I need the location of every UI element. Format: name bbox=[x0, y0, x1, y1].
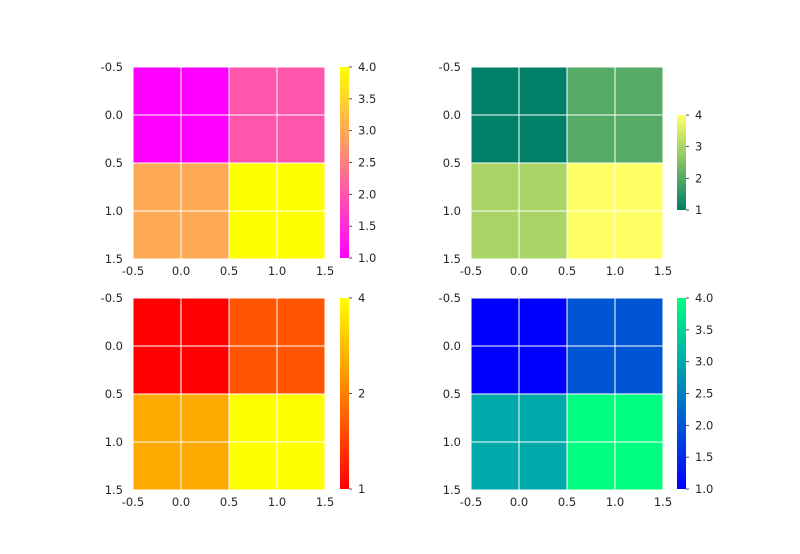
y-tick-label: 0.5 bbox=[443, 387, 461, 401]
x-tick-label: 1.0 bbox=[268, 495, 286, 509]
colorbar-tick-label: 2.5 bbox=[695, 387, 713, 401]
colorbar-tick-label: 1.0 bbox=[358, 251, 376, 265]
y-tick-label: 1.5 bbox=[105, 252, 123, 266]
heatmap-panel-4: -0.5 0.0 0.5 1.0 1.5-0.50.00.51.01.5 1.01.52.… bbox=[439, 291, 714, 509]
colorbar-tick-label: 1 bbox=[695, 203, 702, 217]
colorbar-tick-label: 3.0 bbox=[358, 124, 376, 138]
x-tick-label: 1.5 bbox=[316, 495, 334, 509]
x-tick-label: 0.0 bbox=[172, 495, 190, 509]
colorbar-fill bbox=[677, 115, 686, 210]
colorbar-tick-label: 3.5 bbox=[695, 323, 713, 337]
colorbar-tick-label: 1 bbox=[358, 482, 365, 496]
x-tick-label: 0.5 bbox=[220, 264, 238, 278]
colorbar-tick-label: 2 bbox=[358, 387, 365, 401]
x-tick-label: 1.5 bbox=[316, 264, 334, 278]
x-tick-label: 0.0 bbox=[510, 264, 528, 278]
y-tick-label: 1.0 bbox=[105, 435, 123, 449]
y-tick-label: 1.5 bbox=[105, 483, 123, 497]
y-tick-label: -0.5 bbox=[439, 60, 461, 74]
x-tick-label: 0.5 bbox=[558, 264, 576, 278]
colorbar-fill bbox=[340, 298, 349, 489]
x-tick-label: 0.0 bbox=[172, 264, 190, 278]
colorbar: 1 2 3 4 bbox=[677, 108, 702, 217]
x-tick-label: 1.5 bbox=[654, 264, 672, 278]
colorbar-tick-label: 2.0 bbox=[695, 418, 713, 432]
colorbar: 1 2 4 bbox=[340, 291, 365, 496]
x-tick-label: 0.5 bbox=[558, 495, 576, 509]
colorbar-tick-label: 1.5 bbox=[358, 219, 376, 233]
y-tick-label: 0.0 bbox=[443, 108, 461, 122]
colorbar-tick-label: 4.0 bbox=[695, 291, 713, 305]
x-tick-label: 0.0 bbox=[510, 495, 528, 509]
x-tick-label: 1.0 bbox=[268, 264, 286, 278]
colorbar-tick-label: 4.0 bbox=[358, 60, 376, 74]
x-tick-label: -0.5 bbox=[122, 495, 144, 509]
x-tick-label: -0.5 bbox=[122, 264, 144, 278]
colorbar-tick-label: 4 bbox=[695, 108, 702, 122]
y-tick-label: 0.0 bbox=[105, 108, 123, 122]
y-tick-label: 0.0 bbox=[443, 339, 461, 353]
colorbar-tick-label: 2.5 bbox=[358, 156, 376, 170]
y-tick-label: 0.5 bbox=[105, 156, 123, 170]
y-tick-label: 0.0 bbox=[105, 339, 123, 353]
colorbar-tick-label: 3.5 bbox=[358, 92, 376, 106]
y-tick-label: -0.5 bbox=[101, 60, 123, 74]
colorbar: 1.0 1.5 2.0 2.5 3.0 3.5 4.0 bbox=[677, 291, 713, 496]
gridlines bbox=[132, 297, 326, 491]
colorbar-tick-label: 1.0 bbox=[695, 482, 713, 496]
y-tick-label: 1.5 bbox=[443, 483, 461, 497]
colorbar-tick-label: 2 bbox=[695, 171, 702, 185]
heatmap-panel-3: -0.5 0.0 0.5 1.0 1.5-0.50.00.51.01.5 124 bbox=[101, 291, 366, 509]
y-tick-label: -0.5 bbox=[439, 291, 461, 305]
colorbar-fill bbox=[677, 298, 686, 489]
x-tick-label: 1.0 bbox=[606, 264, 624, 278]
y-tick-label: 0.5 bbox=[105, 387, 123, 401]
gridlines bbox=[470, 66, 664, 260]
y-tick-label: 1.0 bbox=[443, 435, 461, 449]
y-tick-label: 1.0 bbox=[443, 204, 461, 218]
x-tick-label: 1.0 bbox=[606, 495, 624, 509]
colorbar-tick-label: 3 bbox=[695, 140, 702, 154]
colorbar-fill bbox=[340, 67, 349, 258]
gridlines bbox=[470, 297, 664, 491]
colorbar-tick-label: 1.5 bbox=[695, 450, 713, 464]
colorbar: 1.0 1.5 2.0 2.5 3.0 3.5 4.0 bbox=[340, 60, 376, 265]
x-tick-label: 0.5 bbox=[220, 495, 238, 509]
x-tick-label: -0.5 bbox=[460, 264, 482, 278]
x-tick-label: -0.5 bbox=[460, 495, 482, 509]
y-tick-label: 1.5 bbox=[443, 252, 461, 266]
x-tick-label: 1.5 bbox=[654, 495, 672, 509]
colorbar-tick-label: 2.0 bbox=[358, 187, 376, 201]
y-tick-label: -0.5 bbox=[101, 291, 123, 305]
y-tick-label: 0.5 bbox=[443, 156, 461, 170]
y-tick-label: 1.0 bbox=[105, 204, 123, 218]
colorbar-tick-label: 3.0 bbox=[695, 355, 713, 369]
colorbar-tick-label: 4 bbox=[358, 291, 365, 305]
heatmap-panel-1: -0.5 0.0 0.5 1.0 1.5-0.50.00.51.01.5 1.01.52.… bbox=[101, 60, 377, 278]
gridlines bbox=[132, 66, 326, 260]
